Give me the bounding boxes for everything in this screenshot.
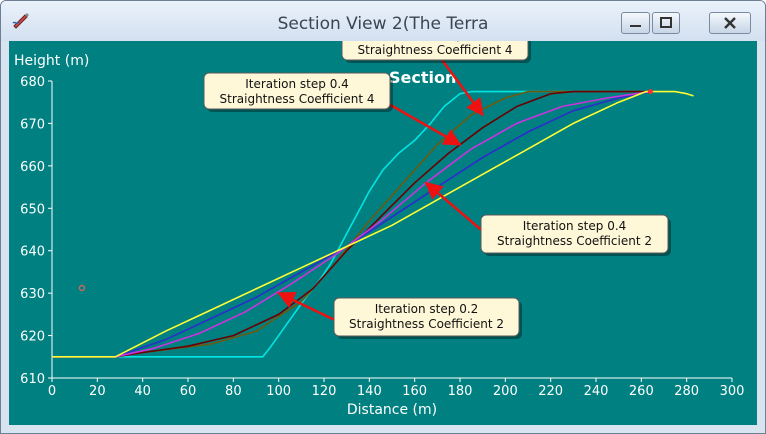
annotation-line-2: Straightness Coefficient 2 bbox=[497, 234, 652, 248]
annotation-arrow bbox=[379, 97, 462, 146]
y-tick-label: 640 bbox=[20, 245, 45, 260]
annotation-line-2: Straightness Coefficient 4 bbox=[220, 92, 375, 106]
chart-area: 0 20 40 60 80 100 120 140 160 180 200 220 240 260 280 3… bbox=[9, 23, 757, 425]
x-tick-label: 280 bbox=[674, 384, 699, 399]
maximize-button[interactable] bbox=[652, 12, 680, 34]
annotation-arrow bbox=[424, 181, 487, 235]
x-tick-label: 300 bbox=[720, 384, 745, 399]
minimize-icon bbox=[630, 25, 641, 27]
x-tick-label: 80 bbox=[225, 384, 242, 399]
series-line bbox=[52, 90, 651, 358]
maximize-icon bbox=[660, 17, 672, 28]
minimize-button[interactable] bbox=[621, 12, 650, 34]
annotation-box bbox=[333, 297, 520, 337]
annotation-line-2: Straightness Coefficient 2 bbox=[349, 317, 504, 331]
x-tick-label: 20 bbox=[89, 384, 106, 399]
y-tick-label: 650 bbox=[20, 202, 45, 217]
pencil-draw-icon bbox=[12, 13, 29, 29]
y-tick-label: 660 bbox=[20, 160, 45, 175]
annotation-line-1: Iteration step 0.4 bbox=[245, 77, 349, 91]
y-tick-label: 610 bbox=[20, 372, 45, 387]
annotation-line-1: Iteration step 0.2 bbox=[383, 41, 487, 42]
annotation-line-1: Iteration step 0.2 bbox=[375, 302, 479, 316]
x-tick-label: 240 bbox=[584, 384, 609, 399]
title-bar[interactable]: Section View 2(The Terra bbox=[1, 1, 765, 41]
annotation-arrow bbox=[277, 292, 340, 324]
series-line bbox=[52, 90, 694, 358]
section-chart: 0 20 40 60 80 100 120 140 160 180 200 220 240 260 280 3… bbox=[14, 23, 744, 418]
reference-point-marker bbox=[78, 284, 86, 292]
series-line bbox=[52, 90, 651, 358]
x-tick-label: 0 bbox=[48, 384, 56, 399]
annotation-line-2: Straightness Coefficient 4 bbox=[358, 43, 513, 57]
y-axis-label: Height (m) bbox=[14, 53, 89, 69]
annotation-line-1: Iteration step 0.4 bbox=[523, 219, 627, 233]
window-title: Section View 2(The Terra bbox=[277, 14, 489, 34]
annotation-box bbox=[480, 214, 669, 254]
y-tick-label: 670 bbox=[20, 117, 45, 132]
x-tick-label: 100 bbox=[266, 384, 291, 399]
x-tick-label: 220 bbox=[538, 384, 563, 399]
series-line bbox=[52, 90, 651, 358]
x-tick-label: 120 bbox=[312, 384, 337, 399]
x-tick-label: 40 bbox=[134, 384, 151, 399]
chart-title-fragment: Section bbox=[389, 68, 456, 87]
x-tick-label: 200 bbox=[493, 384, 518, 399]
chart-axes: 0 20 40 60 80 100 120 140 160 180 200 220 240 260 280 3… bbox=[14, 53, 744, 418]
x-tick-label: 180 bbox=[448, 384, 473, 399]
y-tick-label: 620 bbox=[20, 330, 45, 345]
y-tick-label: 630 bbox=[20, 287, 45, 302]
endpoint-marker bbox=[647, 89, 653, 95]
x-tick-label: 260 bbox=[629, 384, 654, 399]
y-tick-label: 680 bbox=[20, 75, 45, 90]
close-button[interactable] bbox=[709, 12, 751, 34]
x-tick-label: 60 bbox=[180, 384, 197, 399]
annotation-arrow bbox=[440, 59, 484, 117]
close-icon bbox=[724, 17, 736, 29]
chart-series bbox=[52, 89, 694, 358]
annotation-box bbox=[203, 72, 391, 110]
x-axis-label: Distance (m) bbox=[347, 402, 437, 418]
x-tick-label: 140 bbox=[357, 384, 382, 399]
x-tick-label: 160 bbox=[402, 384, 427, 399]
